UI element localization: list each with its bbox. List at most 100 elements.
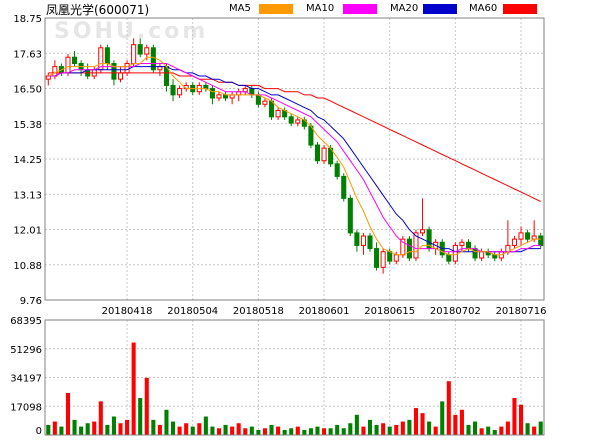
candle-body — [347, 197, 353, 234]
legend-ma5-swatch — [259, 4, 293, 14]
candle-body — [465, 241, 472, 250]
chart-frames — [44, 17, 545, 436]
volume-bar — [499, 426, 504, 435]
price-y-axis: 18.75 17.63 16.50 15.38 14.25 13.13 12.01 10.88… — [13, 14, 42, 307]
candle-body — [262, 100, 268, 105]
candle-body — [111, 62, 117, 80]
volume-bar — [157, 424, 162, 435]
candle-body — [367, 235, 373, 250]
volume-bar — [518, 404, 524, 435]
candle-body — [144, 47, 150, 55]
price-tick-label: 17.63 — [13, 49, 42, 60]
legend-ma10-label: MA10 — [306, 3, 335, 14]
volume-bar — [72, 419, 77, 435]
volume-tick-label: 17098 — [10, 402, 42, 413]
volume-bar — [440, 401, 445, 435]
volume-bar — [269, 424, 274, 435]
candles — [45, 38, 544, 274]
candle-body — [393, 254, 399, 262]
candle-body — [406, 238, 412, 259]
candle-body — [492, 254, 498, 259]
volume-bar — [538, 421, 543, 435]
volume-bar — [322, 428, 327, 435]
volume-bar — [446, 381, 451, 435]
price-tick-label: 16.50 — [13, 85, 42, 96]
date-x-axis: 20180418 20180504 20180518 20180601 20180615… — [102, 306, 547, 317]
volume-tick-label: 0 — [36, 426, 42, 437]
legend-ma10-swatch — [343, 4, 377, 14]
volume-bar — [341, 428, 346, 435]
candle-body — [413, 232, 419, 259]
candle-body — [387, 251, 393, 262]
volume-y-axis: 68395 51296 34197 17098 0 — [10, 316, 42, 437]
watermark-logo: SOHU.com — [54, 19, 209, 44]
volume-bar — [177, 426, 182, 435]
volume-bar — [374, 424, 379, 435]
date-tick-label: 20180601 — [299, 306, 350, 317]
price-frame — [44, 17, 545, 301]
moving-average-lines — [48, 56, 541, 256]
volume-bar — [308, 428, 313, 435]
volume-bar — [151, 419, 156, 435]
volume-bar — [532, 426, 537, 435]
volume-bar — [118, 423, 123, 435]
candle-body — [446, 254, 452, 262]
price-tick-label: 14.25 — [13, 155, 42, 166]
volume-bar — [315, 426, 320, 435]
chart-header: 凤凰光学(600071) MA5 MA10 MA20 MA60 — [0, 0, 600, 18]
volume-bar — [420, 413, 425, 435]
candle-body — [216, 94, 222, 99]
volume-bar — [262, 428, 267, 435]
volume-bar — [210, 426, 215, 435]
price-tick-label: 9.76 — [20, 296, 42, 307]
volume-bar — [512, 398, 517, 435]
volume-bar — [105, 424, 110, 435]
date-tick-label: 20180702 — [430, 306, 481, 317]
volume-tick-label: 68395 — [10, 316, 42, 327]
candle-body — [380, 251, 386, 268]
candle-body — [288, 116, 294, 124]
candle-body — [314, 144, 321, 162]
candle-body — [150, 47, 156, 71]
volume-bar — [289, 428, 294, 435]
volume-bar — [203, 416, 208, 435]
ma10-line — [48, 63, 541, 253]
candle-body — [137, 44, 143, 55]
volume-bar — [243, 428, 248, 435]
candle-body — [131, 44, 137, 64]
volume-bar — [367, 419, 373, 435]
volume-bar — [197, 423, 202, 435]
date-tick-label: 20180504 — [167, 306, 218, 317]
candle-body — [459, 241, 465, 246]
candle-body — [452, 244, 458, 262]
volume-bars — [46, 342, 543, 435]
volume-bar — [216, 428, 222, 435]
volume-bar — [79, 426, 84, 435]
candle-body — [295, 119, 301, 124]
volume-bar — [249, 426, 254, 435]
volume-bar — [85, 423, 90, 435]
volume-bar — [433, 426, 438, 435]
volume-bar — [354, 414, 359, 435]
price-tick-label: 12.01 — [13, 226, 42, 237]
candle-body — [255, 94, 261, 105]
legend-ma60-label: MA60 — [469, 3, 498, 14]
volume-bar — [413, 408, 419, 435]
volume-bar — [170, 421, 176, 435]
candle-body — [275, 110, 281, 118]
volume-bar — [52, 421, 57, 435]
volume-bar — [92, 421, 97, 435]
volume-bar — [486, 426, 491, 435]
volume-bar — [276, 426, 281, 435]
volume-bar — [492, 429, 497, 435]
volume-bar — [236, 423, 241, 435]
volume-bar — [164, 409, 169, 435]
volume-bar — [282, 429, 287, 435]
legend-ma20-label: MA20 — [390, 3, 419, 14]
candle-body — [472, 248, 478, 259]
candle-body — [124, 62, 130, 74]
candle-body — [479, 251, 485, 259]
candle-body — [374, 248, 380, 268]
candle-body — [341, 175, 347, 199]
